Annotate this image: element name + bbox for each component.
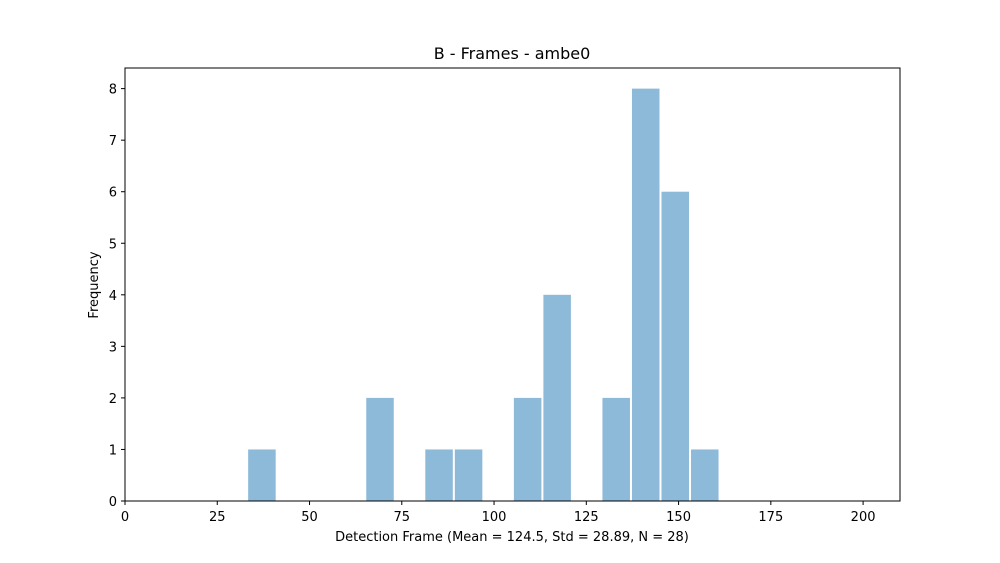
histogram-bar xyxy=(248,449,276,501)
y-axis-label: Frequency xyxy=(87,251,102,318)
x-axis-label: Detection Frame (Mean = 124.5, Std = 28.… xyxy=(335,530,689,545)
histogram-bar xyxy=(513,397,542,501)
x-tick-label: 0 xyxy=(121,510,129,525)
x-tick-label: 75 xyxy=(394,510,411,525)
y-tick-label: 0 xyxy=(109,495,117,510)
x-tick-label: 200 xyxy=(851,510,876,525)
y-tick-label: 6 xyxy=(109,186,117,201)
y-tick-label: 3 xyxy=(109,340,117,355)
histogram-bar xyxy=(631,88,660,501)
histogram-bar xyxy=(366,397,394,501)
chart-title: B - Frames - ambe0 xyxy=(434,44,591,63)
x-axis-ticks: 0 25 50 75 100 125 150 175 200 xyxy=(121,501,876,525)
x-tick-label: 150 xyxy=(666,510,691,525)
y-tick-label: 5 xyxy=(109,237,117,252)
y-tick-label: 1 xyxy=(109,443,117,458)
y-tick-label: 8 xyxy=(109,83,117,98)
histogram-bar xyxy=(602,397,630,501)
x-tick-label: 25 xyxy=(209,510,226,525)
histogram-bar xyxy=(454,449,483,501)
y-tick-label: 7 xyxy=(109,134,117,149)
plot-frame xyxy=(124,67,901,502)
x-tick-label: 125 xyxy=(574,510,599,525)
bars-group xyxy=(248,88,719,501)
histogram-bar xyxy=(691,449,719,501)
y-tick-label: 2 xyxy=(109,392,117,407)
x-tick-label: 100 xyxy=(482,510,507,525)
histogram-bar xyxy=(425,449,453,501)
y-axis-ticks: 0 1 2 3 4 5 6 7 8 xyxy=(109,83,125,510)
histogram-bar xyxy=(661,191,690,501)
histogram-bar xyxy=(543,294,571,501)
x-tick-label: 50 xyxy=(301,510,318,525)
x-tick-label: 175 xyxy=(758,510,783,525)
y-tick-label: 4 xyxy=(109,289,117,304)
